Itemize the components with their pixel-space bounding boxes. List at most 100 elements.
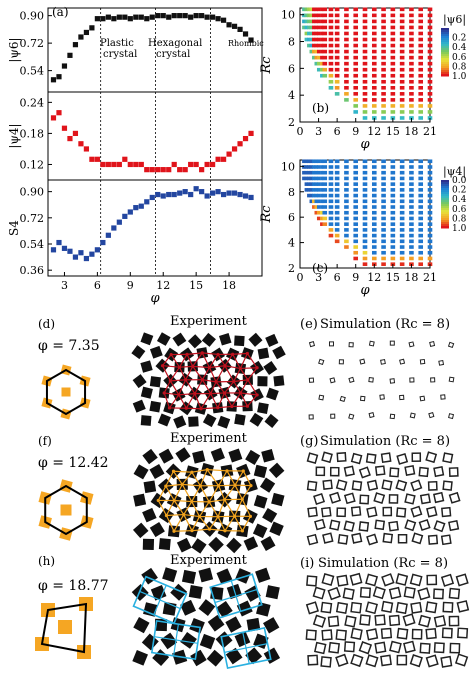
heatmap-cell (399, 98, 405, 102)
unit-cell-outline (40, 602, 88, 654)
simulation-particle (358, 641, 373, 655)
simulation-particle (343, 465, 355, 477)
heatmap-cell (399, 256, 405, 261)
heatmap-cell (390, 165, 396, 169)
heatmap-cell (390, 116, 396, 120)
heatmap-cell (304, 182, 308, 186)
heatmap-cell (304, 7, 308, 12)
panel-c: 0 3 6 9 12 15 18 21108642Rcφ|ψ4|0.00.20.40.60.8… (259, 159, 467, 298)
heatmap-cell (344, 170, 349, 175)
heatmap-cell (362, 67, 368, 72)
lattice-node (193, 392, 197, 396)
data-point (67, 248, 73, 254)
data-point (133, 161, 139, 168)
particle-square (61, 387, 71, 397)
lattice-bond (178, 393, 195, 396)
experiment-particle (245, 647, 263, 665)
data-point (116, 161, 122, 168)
experiment-particle (132, 522, 149, 539)
experiment-particle (142, 507, 157, 523)
simulation-particle (380, 654, 392, 667)
lattice-bond (178, 354, 188, 368)
heatmap-cell (328, 159, 334, 164)
lattice-bond (207, 469, 228, 472)
simulation-particle (350, 653, 364, 668)
heatmap-cell (353, 104, 359, 108)
lattice-bond (192, 352, 203, 367)
heatmap-cell (304, 31, 308, 36)
data-point (149, 14, 155, 20)
experiment-particle (201, 332, 216, 347)
simulation-particle (318, 358, 325, 366)
experiment-particle (236, 600, 253, 617)
heatmap-cell (427, 216, 433, 221)
lattice-bond (179, 365, 193, 368)
lattice-bond (208, 354, 219, 368)
heatmap-cell (399, 199, 405, 204)
lattice-bond (241, 485, 252, 500)
heatmap-cell (409, 98, 414, 102)
lattice-node (238, 391, 243, 395)
experiment-particle (157, 413, 171, 427)
lattice-bond (232, 353, 241, 369)
xtick-label: 6 (334, 125, 341, 138)
heatmap-cell (409, 256, 414, 261)
heatmap-cell (309, 25, 313, 30)
lattice-bond (240, 392, 258, 396)
heatmap-cell (320, 170, 324, 175)
heatmap-cell (309, 165, 313, 169)
heatmap-cell (328, 79, 334, 84)
heatmap-cell (328, 222, 334, 226)
heatmap-cell (362, 61, 368, 66)
heatmap-cell (409, 205, 414, 209)
heatmap-cell (344, 210, 349, 215)
lattice-bond (192, 365, 210, 369)
lattice-bond (246, 353, 258, 369)
heatmap-cell (322, 67, 328, 72)
heatmap-cell (309, 199, 313, 204)
heatmap-cell (328, 182, 334, 186)
heatmap-cell (381, 116, 386, 120)
heatmap-cell (418, 19, 424, 24)
heatmap-cell (362, 165, 368, 169)
heatmap-cell (371, 19, 377, 24)
y-axis-label: |ψ4| (7, 123, 21, 148)
simulation-particle (368, 377, 374, 383)
data-point (78, 34, 84, 40)
lattice-bond (210, 381, 217, 394)
xtick-label: 18 (404, 125, 418, 138)
heatmap-cell (316, 210, 321, 215)
heatmap-cell (418, 199, 424, 204)
simulation-particle (409, 377, 415, 383)
heatmap-cell (427, 19, 433, 24)
colorbar-cell (441, 210, 449, 213)
lattice-bond (224, 515, 236, 532)
colorbar-tick-label: 0.0 (452, 176, 467, 186)
simulation-particle (428, 411, 435, 419)
data-point (122, 156, 128, 162)
simulation-particle (349, 572, 363, 586)
simulation-particle (336, 452, 347, 463)
heatmap-cell (320, 210, 324, 215)
heatmap-cell (399, 222, 405, 226)
heatmap-cell (381, 110, 386, 114)
simulation-particle (389, 413, 396, 420)
simulation-particle (348, 342, 354, 348)
experiment-particle (265, 333, 279, 348)
colorbar-tick-label: 0.8 (452, 62, 467, 72)
data-point (83, 255, 90, 262)
heatmap-cell (320, 182, 324, 186)
lattice-node (182, 512, 186, 517)
label-a: (a) (52, 5, 69, 19)
data-point (177, 167, 183, 173)
heatmap-cell (344, 98, 349, 102)
heatmap-cell (353, 170, 359, 175)
simulation-particle (313, 641, 327, 655)
lattice-node (255, 393, 259, 397)
heatmap-cell (390, 37, 396, 42)
heatmap-cell (320, 165, 324, 169)
heatmap-cell (320, 193, 324, 198)
heatmap-cell (381, 228, 386, 232)
data-point (133, 14, 139, 20)
colorbar-cell (441, 68, 449, 71)
